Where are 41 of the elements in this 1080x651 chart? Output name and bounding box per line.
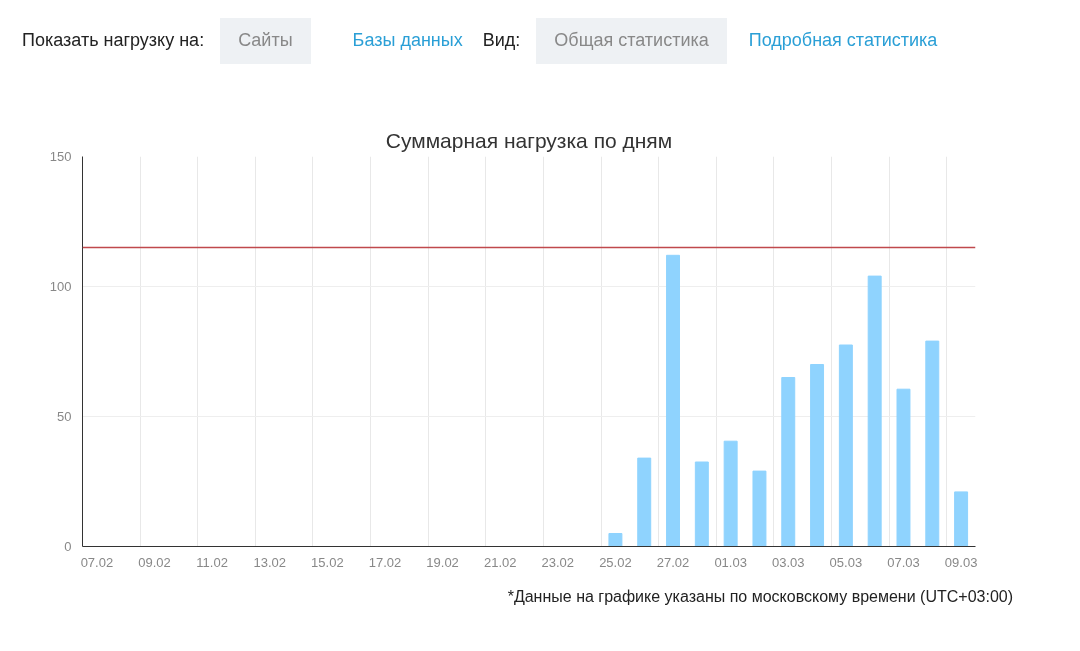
x-tick-label: 09.03	[944, 554, 978, 570]
x-tick-label: 21.02	[483, 554, 517, 570]
x-tick-label: 27.02	[656, 554, 690, 570]
x-tick-label: 19.02	[426, 554, 459, 570]
text: Базы данных	[351, 29, 464, 52]
bar	[608, 533, 623, 547]
bar	[723, 440, 738, 547]
x-tick-label: 25.02	[599, 554, 632, 570]
text: Общая статистика	[536, 18, 727, 64]
bar	[752, 470, 767, 547]
chart-title: Суммарная нагрузка по дням	[385, 128, 673, 152]
text: Сайты	[220, 18, 311, 64]
bar	[810, 364, 825, 547]
x-tick-label: 07.02	[80, 554, 114, 570]
y-tick-label: 0	[64, 539, 72, 554]
bar	[666, 254, 681, 547]
x-tick-label: 15.02	[311, 554, 344, 570]
text: Вид:	[481, 29, 522, 52]
text: Показать нагрузку на:	[21, 29, 206, 52]
bar	[954, 491, 969, 547]
text: *Данные на графике указаны по московскому времени (UTC+03:00)	[506, 587, 1013, 607]
text: Подробная статистика	[747, 29, 939, 52]
y-tick-label: 150	[49, 149, 72, 164]
y-tick-label: 100	[49, 279, 72, 294]
bar	[896, 388, 911, 547]
y-tick-label: 50	[57, 409, 72, 424]
x-tick-label: 07.03	[887, 554, 920, 570]
x-tick-label: 05.03	[829, 554, 863, 570]
x-tick-label: 13.02	[253, 554, 287, 570]
x-tick-label: 01.03	[714, 554, 747, 570]
x-tick-label: 09.02	[138, 554, 171, 570]
x-tick-label: 23.02	[541, 554, 575, 570]
x-tick-label: 11.02	[196, 554, 228, 570]
x-tick-label: 17.02	[368, 554, 402, 570]
bar	[838, 344, 853, 547]
x-tick-label: 03.03	[771, 554, 805, 570]
bar	[637, 457, 652, 547]
bar	[867, 275, 882, 547]
bar	[781, 377, 796, 547]
bar	[925, 340, 940, 547]
bar	[694, 461, 709, 547]
